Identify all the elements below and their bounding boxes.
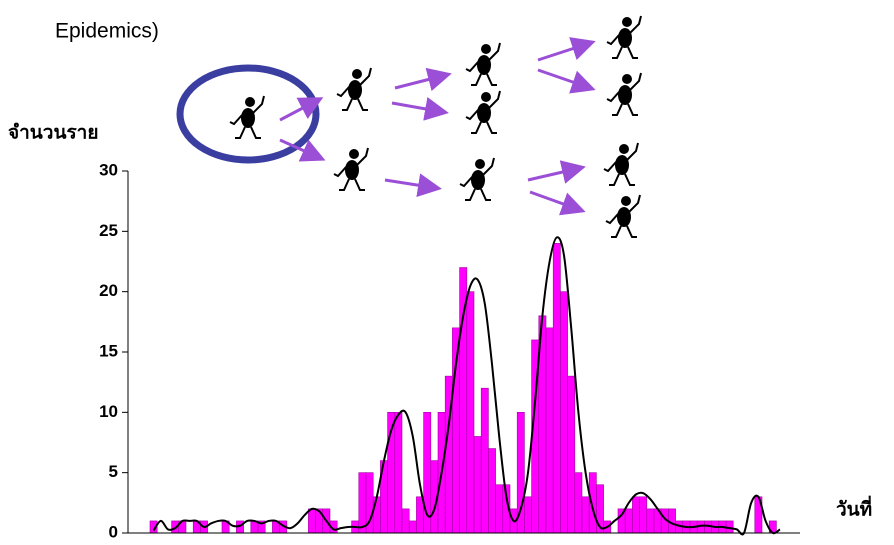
y-tick-label: 10: [99, 402, 118, 421]
illustration: [180, 16, 641, 237]
bar: [575, 473, 582, 533]
bar: [524, 497, 531, 533]
y-tick-label: 25: [99, 221, 118, 240]
y-tick-label: 30: [99, 160, 118, 179]
chart: Epidemics) จำนวนราย วันที่ 0 5 10 15 20 25 30: [0, 0, 894, 545]
bar: [560, 292, 567, 533]
bar: [395, 412, 402, 533]
bar: [359, 473, 366, 533]
y-axis-label: จำนวนราย: [8, 122, 98, 144]
bar: [409, 521, 416, 533]
bar: [373, 497, 380, 533]
x-axis-label: วันที่: [836, 496, 872, 521]
page: Epidemics) จำนวนราย วันที่ 051015202530 …: [0, 0, 894, 545]
bar: [474, 436, 481, 533]
bar: [308, 509, 315, 533]
bar: [640, 497, 647, 533]
bar: [632, 497, 639, 533]
bar: [553, 243, 560, 533]
bar: [647, 509, 654, 533]
bar: [488, 449, 495, 533]
bar: [625, 509, 632, 533]
bar: [582, 497, 589, 533]
y-tick-label: 5: [109, 462, 118, 481]
bar: [568, 376, 575, 533]
bar: [402, 509, 409, 533]
bar: [467, 292, 474, 533]
y-tick-label: 20: [99, 281, 118, 300]
y-tick-label: 15: [99, 341, 118, 360]
title: Epidemics): [55, 20, 159, 43]
bar: [496, 485, 503, 533]
y-tick-label: 0: [109, 522, 118, 541]
bar: [546, 328, 553, 533]
bar: [481, 388, 488, 533]
